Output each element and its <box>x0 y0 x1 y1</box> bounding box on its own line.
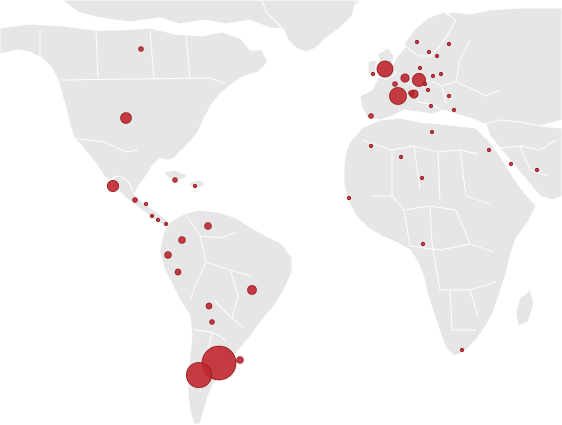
bubble-romania[interactable] <box>446 93 452 99</box>
border-layer <box>39 29 557 393</box>
land-greenland <box>261 0 357 53</box>
bubble-gabon[interactable] <box>420 241 426 247</box>
bubble-ireland[interactable] <box>370 71 376 77</box>
border-canada-provinces <box>95 29 191 79</box>
bubble-algeria[interactable] <box>429 129 435 135</box>
bubble-bolivia[interactable] <box>205 302 213 310</box>
bubble-ukraine[interactable] <box>438 71 444 77</box>
bubble-denmark[interactable] <box>417 65 423 71</box>
bubble-tunisia[interactable] <box>419 175 425 181</box>
bubble-czechia[interactable] <box>422 81 428 87</box>
border-us-mexico <box>71 137 139 153</box>
bubble-peru[interactable] <box>174 268 182 276</box>
bubble-brazil[interactable] <box>247 285 257 295</box>
bubble-uk[interactable] <box>376 60 394 78</box>
bubble-usa[interactable] <box>120 112 132 124</box>
bubble-venezuela[interactable] <box>204 222 212 230</box>
bubble-germany[interactable] <box>412 73 426 87</box>
border-europe <box>395 39 501 113</box>
border-africa <box>361 139 497 331</box>
land-scandinavia <box>403 11 457 57</box>
bubble-morocco[interactable] <box>398 154 404 160</box>
bubble-costa-rica[interactable] <box>155 217 161 223</box>
border-middle-east <box>499 139 557 177</box>
bubble-uae[interactable] <box>534 167 540 173</box>
border-us-canada <box>61 77 227 85</box>
bubble-cuba[interactable] <box>172 177 178 183</box>
bubble-austria[interactable] <box>425 87 431 93</box>
bubble-nicaragua[interactable] <box>149 213 155 219</box>
bubble-croatia[interactable] <box>428 103 434 109</box>
bubble-greece[interactable] <box>451 107 457 113</box>
bubble-colombia[interactable] <box>178 236 186 244</box>
bubble-ecuador[interactable] <box>164 251 172 259</box>
bubble-spain[interactable] <box>368 113 374 119</box>
bubble-guatemala[interactable] <box>132 197 138 203</box>
land-north-america <box>0 23 269 195</box>
bubble-layer <box>106 39 540 389</box>
bubble-chile[interactable] <box>185 361 213 389</box>
bubble-south-africa[interactable] <box>459 347 465 353</box>
bubble-finland[interactable] <box>446 41 452 47</box>
bubble-canada[interactable] <box>138 46 144 52</box>
bubble-israel[interactable] <box>486 147 492 153</box>
bubble-norway[interactable] <box>414 39 420 45</box>
bubble-uruguay[interactable] <box>236 356 244 364</box>
bubble-paraguay[interactable] <box>209 319 215 325</box>
bubble-belgium[interactable] <box>392 81 398 87</box>
land-ireland <box>367 59 377 75</box>
bubble-russia[interactable] <box>434 53 440 59</box>
land-hispaniola <box>189 179 207 189</box>
land-middle-east <box>485 119 562 201</box>
bubble-mexico[interactable] <box>106 179 120 193</box>
bubble-senegal[interactable] <box>346 195 352 201</box>
land-madagascar <box>515 289 535 327</box>
bubble-honduras[interactable] <box>143 201 149 207</box>
bubble-netherlands[interactable] <box>400 73 410 83</box>
bubble-portugal[interactable] <box>368 143 374 149</box>
bubble-dominican-republic[interactable] <box>192 183 198 189</box>
bubble-sweden[interactable] <box>426 49 432 55</box>
bubble-france[interactable] <box>389 87 407 105</box>
bubble-saudi-arabia[interactable] <box>508 161 514 167</box>
bubble-panama[interactable] <box>163 221 169 227</box>
bubble-poland[interactable] <box>430 73 436 79</box>
border-south-america <box>185 213 253 393</box>
bubble-switzerland[interactable] <box>408 90 414 96</box>
land-cuba <box>163 169 189 181</box>
